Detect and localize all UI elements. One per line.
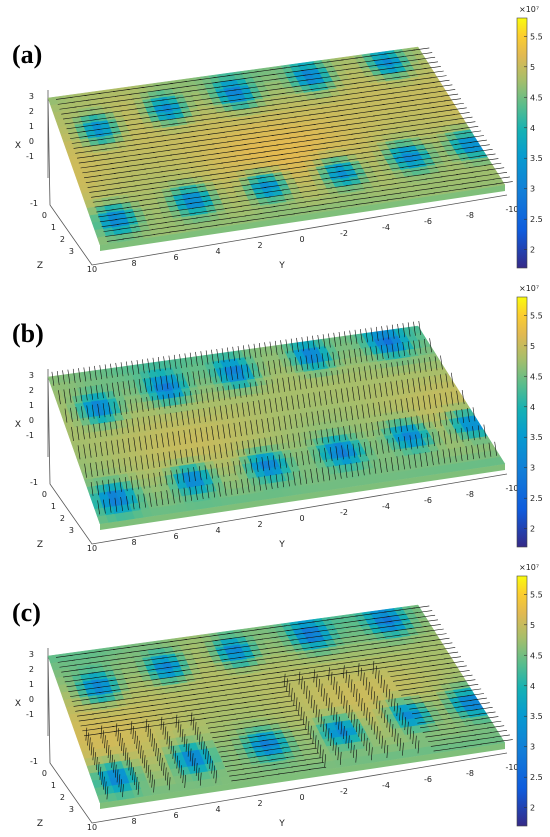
y-tick-label: -8 [466,211,474,220]
y-tick-label: 2 [257,520,262,529]
z-tick-label: 3 [69,247,74,256]
x-tick-label: 3 [29,371,34,380]
colorbar-tick-label: 2 [530,525,535,534]
colorbar-tick-label: 2.5 [530,215,543,224]
y-tick-label: 0 [299,514,304,523]
y-tick-label: -4 [382,223,390,232]
colorbar-tick-label: 2.5 [530,494,543,503]
y-tick-label: 8 [131,538,136,547]
x-tick-label: 2 [29,107,34,116]
colorbar-tick-label: 3.5 [530,433,543,442]
colorbar-tick-label: 2 [530,246,535,255]
y-tick-label: -10 [505,484,518,493]
z-tick-label: 2 [60,793,65,802]
y-tick-label: 8 [131,259,136,268]
x-tick-label: 0 [29,695,34,704]
z-tick-label: -1 [30,757,38,766]
x-tick-label: 3 [29,650,34,659]
colorbar: 5.5 5 4.5 4 3.5 3 2.5 2 ×10⁷ [517,284,543,547]
z-tick-label: 1 [51,223,56,232]
colorbar-tick-label: 4 [530,124,535,133]
colorbar-gradient [517,18,527,268]
z-tick-label: 1 [51,502,56,511]
colorbar-tick-label: 3 [530,185,535,194]
colorbar-exponent: ×10⁷ [519,284,539,293]
y-tick-label: -6 [424,217,432,226]
x-tick-label: 1 [29,401,34,410]
colorbar-tick-label: 3.5 [530,154,543,163]
y-tick-label: -2 [340,508,348,517]
y-tick-label: 2 [257,241,262,250]
colorbar-tick-label: 5.5 [530,311,543,320]
y-tick-label: -10 [505,205,518,214]
z-axis-label: Z [37,540,43,550]
x-axis-label: X [15,420,21,430]
colorbar-tick-label: 5.5 [530,32,543,41]
x-tick-label: 3 [29,92,34,101]
z-tick-label: 1 [51,781,56,790]
colorbar-tick-label: 4 [530,403,535,412]
z-tick-label: -1 [30,199,38,208]
x-tick-label: 0 [29,137,34,146]
x-tick-label: 1 [29,122,34,131]
x-tick-label: -1 [26,710,34,719]
y-axis-label: Y [278,261,285,271]
y-tick-label: 6 [173,532,178,541]
z-axis-label: Z [37,261,43,271]
z-tick-label: 2 [60,235,65,244]
y-tick-label: -4 [382,502,390,511]
x-tick-label: 2 [29,386,34,395]
x-tick-label: 2 [29,665,34,674]
z-tick-label: 0 [42,211,47,220]
y-tick-label: -8 [466,490,474,499]
z-tick-label: -1 [30,478,38,487]
surface-plot-a: 3210-1-101231086420-2-4-6-8-10XYZ5.554.5… [0,0,550,279]
panel-label: (a) [12,40,42,70]
y-tick-label: 6 [173,253,178,262]
z-tick-label: 2 [60,514,65,523]
colorbar-tick-label: 5 [530,63,535,72]
colorbar-tick-label: 4.5 [530,93,543,102]
x-tick-label: 0 [29,416,34,425]
surface-plot-b: 3210-1-101231086420-2-4-6-8-10XYZ5.554.5… [0,279,550,558]
x-tick-label: 1 [29,680,34,689]
z-tick-label: 3 [69,805,74,814]
y-tick-label: -6 [424,496,432,505]
y-tick-label: 4 [215,247,220,256]
panel-label: (b) [12,319,44,349]
z-tick-label: 0 [42,769,47,778]
x-tick-label: -1 [26,152,34,161]
colorbar-exponent: ×10⁷ [519,5,539,14]
y-tick-label: 0 [299,235,304,244]
y-axis-label: Y [278,540,285,550]
z-tick-label: 0 [42,490,47,499]
surface-plot-c: 3210-1-101231086420-2-4-6-8-10XYZ5.554.5… [0,558,550,837]
x-tick-label: -1 [26,431,34,440]
y-tick-label: 4 [215,526,220,535]
colorbar: 5.5 5 4.5 4 3.5 3 2.5 2 ×10⁷ [517,5,543,268]
colorbar-tick-label: 4.5 [530,372,543,381]
z-tick-label: 3 [69,526,74,535]
x-axis-label: X [15,141,21,151]
y-tick-label: 10 [87,823,97,832]
y-tick-label: 10 [87,544,97,553]
surface-cells [48,326,505,524]
colorbar-tick-label: 5 [530,342,535,351]
y-tick-label: 10 [87,265,97,274]
colorbar-gradient [517,297,527,547]
colorbar-tick-label: 3 [530,464,535,473]
y-tick-label: -2 [340,229,348,238]
